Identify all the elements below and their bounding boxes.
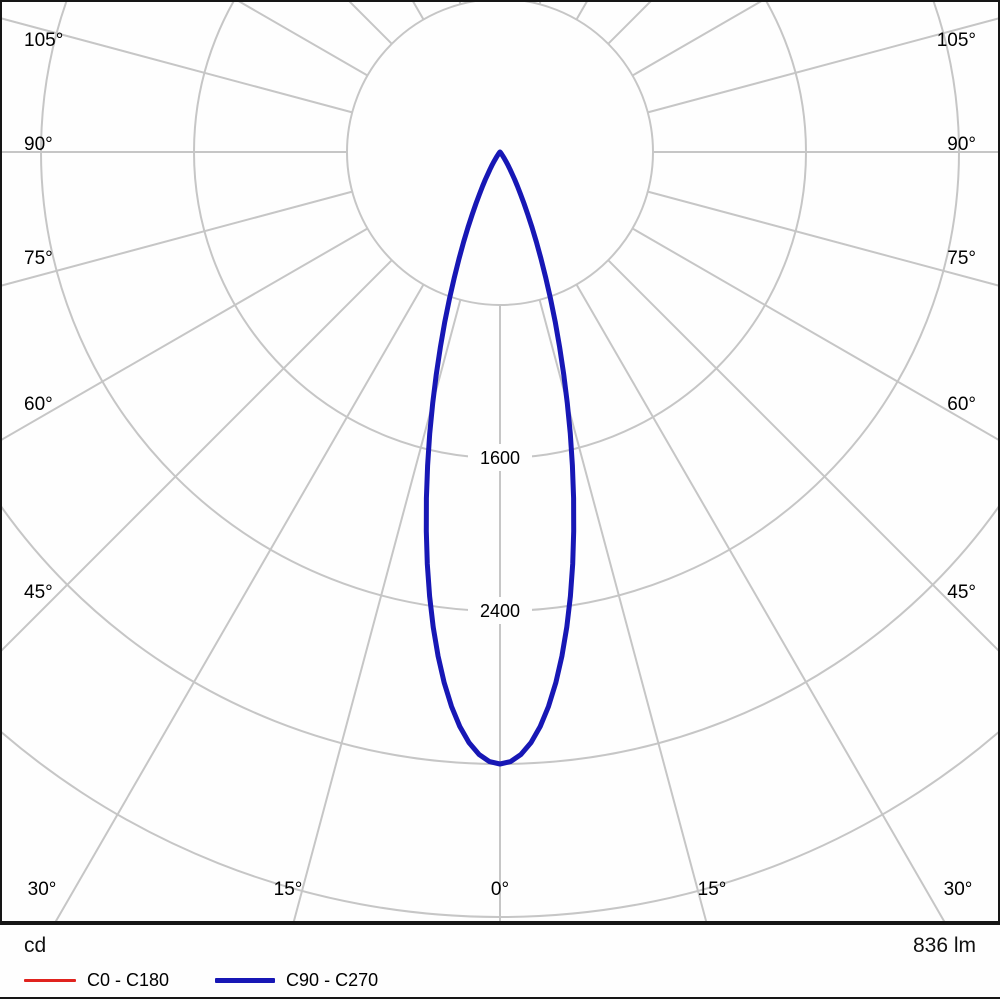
ring-label-box [468, 444, 532, 471]
angle-label-left: 90° [24, 134, 53, 155]
bottom-divider [0, 997, 1000, 999]
ring-label: 2400 [480, 601, 520, 621]
angle-label-left: 105° [24, 30, 63, 51]
polar-intensity-chart: 1600 2400 105° 90° 75° 60° 45° 105° 90° 75° 60° 45°… [0, 0, 1000, 925]
angle-label-left: 60° [24, 394, 53, 415]
chart-footer: cd 836 lm C0 - C180 C90 - C270 [0, 927, 1000, 998]
grid-ray [2, 259, 393, 652]
grid-ray [2, 227, 368, 441]
grid-ray [647, 190, 998, 287]
angle-label-bottom: 30° [944, 879, 973, 900]
angle-label-bottom: 15° [698, 879, 727, 900]
grid-ray [54, 284, 425, 922]
polar-grid: 1600 2400 [2, 2, 998, 922]
angle-label-bottom: 15° [274, 879, 303, 900]
grid-ray [2, 17, 353, 114]
angle-label-right: 75° [947, 248, 976, 269]
grid-ray [632, 227, 998, 441]
curve-c90-c270 [423, 149, 577, 767]
unit-label: cd [24, 934, 47, 957]
ring-label: 1600 [480, 448, 520, 468]
flux-label: 836 lm [912, 934, 976, 957]
grid-ray [2, 190, 353, 287]
grid-ray [607, 259, 998, 652]
angle-label-right: 90° [947, 134, 976, 155]
angle-label-right: 60° [947, 394, 976, 415]
angle-label-left: 45° [24, 582, 53, 603]
grid-ray [575, 284, 946, 922]
legend-line-c0-c180-icon [24, 978, 76, 982]
grid-ray [292, 299, 462, 922]
grid-ray [538, 299, 708, 922]
legend: C0 - C180 C90 - C270 [0, 958, 1000, 989]
angle-label-left: 75° [24, 248, 53, 269]
legend-line-c90-c270-icon [215, 977, 276, 983]
angle-label-right: 45° [947, 582, 976, 603]
angle-label-right: 105° [937, 30, 976, 51]
angle-label-bottom: 30° [28, 879, 57, 900]
angle-label-bottom: 0° [491, 879, 509, 900]
units-row: cd 836 lm [0, 927, 1000, 958]
ring-label-box [468, 597, 532, 624]
legend-label-c90-c270: C90 - C270 [286, 970, 379, 990]
grid-ray [647, 17, 998, 114]
legend-label-c0-c180: C0 - C180 [87, 970, 170, 990]
